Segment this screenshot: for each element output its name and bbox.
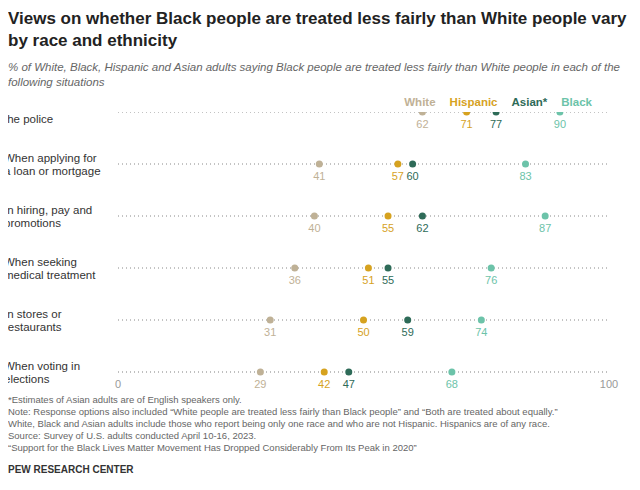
svg-text:29: 29 — [254, 378, 266, 390]
svg-text:87: 87 — [539, 222, 551, 234]
svg-text:74: 74 — [475, 326, 487, 338]
svg-text:31: 31 — [264, 326, 276, 338]
svg-text:40: 40 — [308, 222, 320, 234]
svg-text:In stores orrestaurants: In stores orrestaurants — [8, 308, 62, 333]
svg-text:60: 60 — [406, 170, 418, 182]
svg-text:90: 90 — [554, 118, 566, 130]
svg-text:47: 47 — [343, 378, 355, 390]
html-text:*Estimates of Asian adults are: *Estimates of Asian adults are of Englis… — [8, 394, 242, 405]
html-text:% of White, Black, Hispanic an: % of White, Black, Hispanic and Asian ad… — [8, 61, 620, 88]
svg-text:36: 36 — [289, 274, 301, 286]
svg-text:68: 68 — [446, 378, 458, 390]
svg-text:When applying fora loan or mor: When applying fora loan or mortgage — [8, 152, 101, 177]
svg-text:71: 71 — [460, 118, 472, 130]
html-text:Black: Black — [561, 96, 592, 108]
html-text:PEW RESEARCH CENTER: PEW RESEARCH CENTER — [8, 464, 134, 475]
svg-text:41: 41 — [313, 170, 325, 182]
html-text:Views on whether Black people: Views on whether Black people are treate… — [8, 9, 627, 50]
svg-text:55: 55 — [382, 222, 394, 234]
svg-text:55: 55 — [382, 274, 394, 286]
html-text:Note: Response options also in: Note: Response options also included “Wh… — [8, 406, 558, 417]
svg-text:When seekingmedical treatment: When seekingmedical treatment — [8, 256, 96, 281]
svg-text:42: 42 — [318, 378, 330, 390]
svg-text:51: 51 — [362, 274, 374, 286]
html-text:White: White — [404, 96, 436, 108]
svg-text:76: 76 — [485, 274, 497, 286]
svg-text:In dealing withthe police: In dealing withthe police — [8, 112, 78, 125]
html-text:White, Black and Asian adults: White, Black and Asian adults include th… — [8, 418, 550, 429]
svg-text:100: 100 — [600, 378, 618, 390]
html-text:Source: Survey of U.S. adults: Source: Survey of U.S. adults conducted … — [8, 430, 257, 441]
html-text:Hispanic: Hispanic — [449, 96, 498, 108]
svg-text:62: 62 — [416, 118, 428, 130]
html-text:Asian*: Asian* — [511, 96, 548, 108]
svg-text:59: 59 — [402, 326, 414, 338]
svg-text:77: 77 — [490, 118, 502, 130]
svg-text:62: 62 — [416, 222, 428, 234]
svg-text:83: 83 — [519, 170, 531, 182]
svg-text:50: 50 — [357, 326, 369, 338]
html-text:“Support for the Black Lives M: “Support for the Black Lives Matter Move… — [8, 442, 417, 453]
svg-text:In hiring, pay andpromotions: In hiring, pay andpromotions — [8, 204, 92, 229]
svg-text:0: 0 — [115, 378, 121, 390]
svg-text:When voting inelections: When voting inelections — [8, 360, 80, 385]
svg-text:57: 57 — [392, 170, 404, 182]
